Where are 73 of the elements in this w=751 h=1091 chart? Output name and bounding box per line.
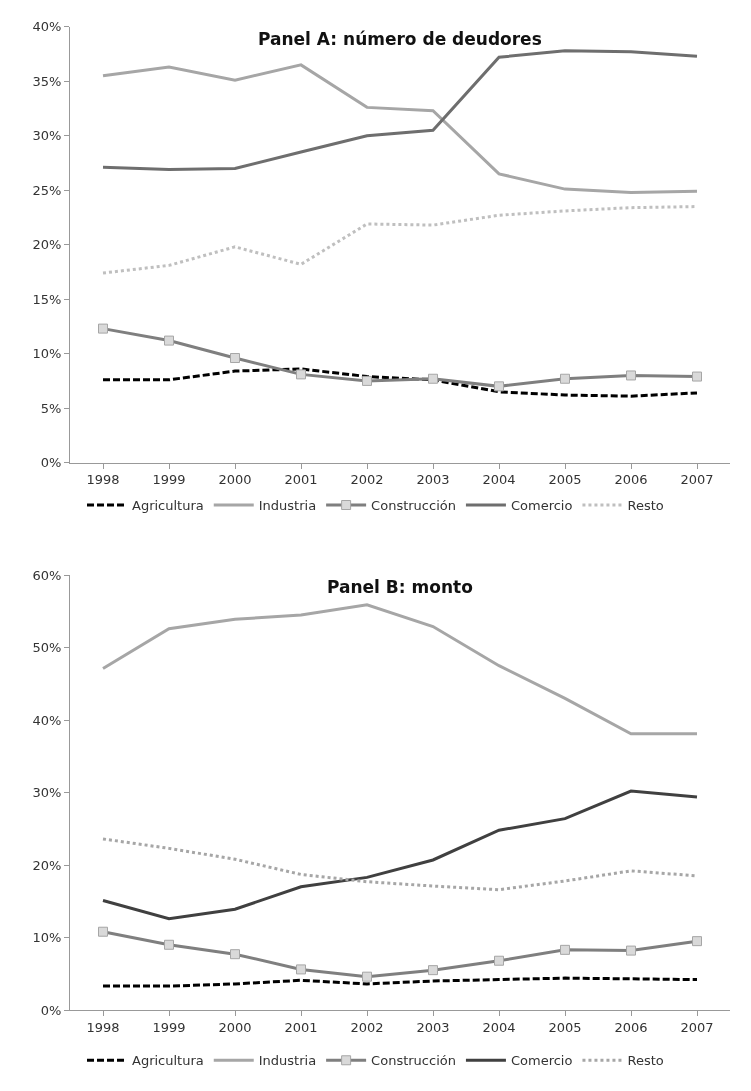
x-tick-label: 2004 [482,1019,516,1035]
x-tick-label: 1998 [86,1019,120,1035]
y-tick-label: 50% [32,640,62,656]
point [626,370,636,381]
x-tick-label: 2006 [614,472,648,488]
legend-label: Resto [627,1053,664,1069]
point [494,955,504,966]
point [560,373,570,384]
x-tick-label: 2002 [350,1019,384,1035]
legend-label: Agricultura [132,498,204,514]
legend-label: Resto [627,498,664,514]
legend-label: Comercio [510,1053,573,1069]
y-tick-label: 35% [32,73,62,89]
x-tick-label: 2007 [680,472,714,488]
y-tick-label: 25% [32,182,62,198]
x-tick-label: 1999 [152,1019,186,1035]
point [164,335,174,346]
chart-title: Panel B: monto [327,577,473,597]
legend-label: Agricultura [132,1053,204,1069]
line-series [101,789,699,921]
y-tick-label: 10% [32,346,62,362]
x-tick-label: 1999 [152,472,186,488]
y-tick-label: 20% [32,237,62,253]
point [362,375,372,386]
legend-label: Industria [258,498,317,514]
point [98,323,108,334]
x-tick-label: 2006 [614,1019,648,1035]
point [230,949,240,960]
y-tick-label: 60% [32,567,62,583]
y-tick-label: 40% [32,712,62,728]
line-series [101,367,699,398]
x-tick-label: 2001 [284,1019,318,1035]
point [626,945,636,956]
x-tick-label: 2002 [350,472,384,488]
legend-label: Comercio [510,498,573,514]
point [230,353,240,364]
y-tick-label: 30% [32,128,62,144]
x-tick-label: 1998 [86,472,120,488]
line-series [101,603,699,736]
x-tick-label: 2003 [416,472,450,488]
point [296,369,306,380]
y-tick-label: 0% [40,1002,62,1018]
y-tick-label: 0% [40,455,62,471]
line-series [101,63,699,194]
chart-title: Panel A: número de deudores [258,29,542,49]
legend-label: Construcción [371,498,456,514]
y-tick-label: 10% [32,930,62,946]
x-tick-label: 2007 [680,1019,714,1035]
point [296,964,306,975]
x-tick-label: 2000 [218,472,252,488]
x-tick-label: 2004 [482,472,516,488]
y-tick-label: 5% [40,400,62,416]
y-tick-label: 15% [32,291,62,307]
point [692,371,702,382]
point [164,939,174,950]
point [98,926,108,937]
y-tick-label: 20% [32,857,62,873]
x-tick-label: 2003 [416,1019,450,1035]
line-series [101,49,699,171]
x-tick-label: 2005 [548,472,582,488]
legend-label: Industria [258,1053,317,1069]
x-tick-label: 2001 [284,472,318,488]
point [560,944,570,955]
y-tick-label: 40% [32,19,62,35]
point [692,936,702,947]
point [494,381,504,392]
point [362,971,372,982]
point [428,965,438,976]
point [428,373,438,384]
x-tick-label: 2000 [218,1019,252,1035]
legend-label: Construcción [371,1053,456,1069]
x-tick-label: 2005 [548,1019,582,1035]
y-tick-label: 30% [32,785,62,801]
